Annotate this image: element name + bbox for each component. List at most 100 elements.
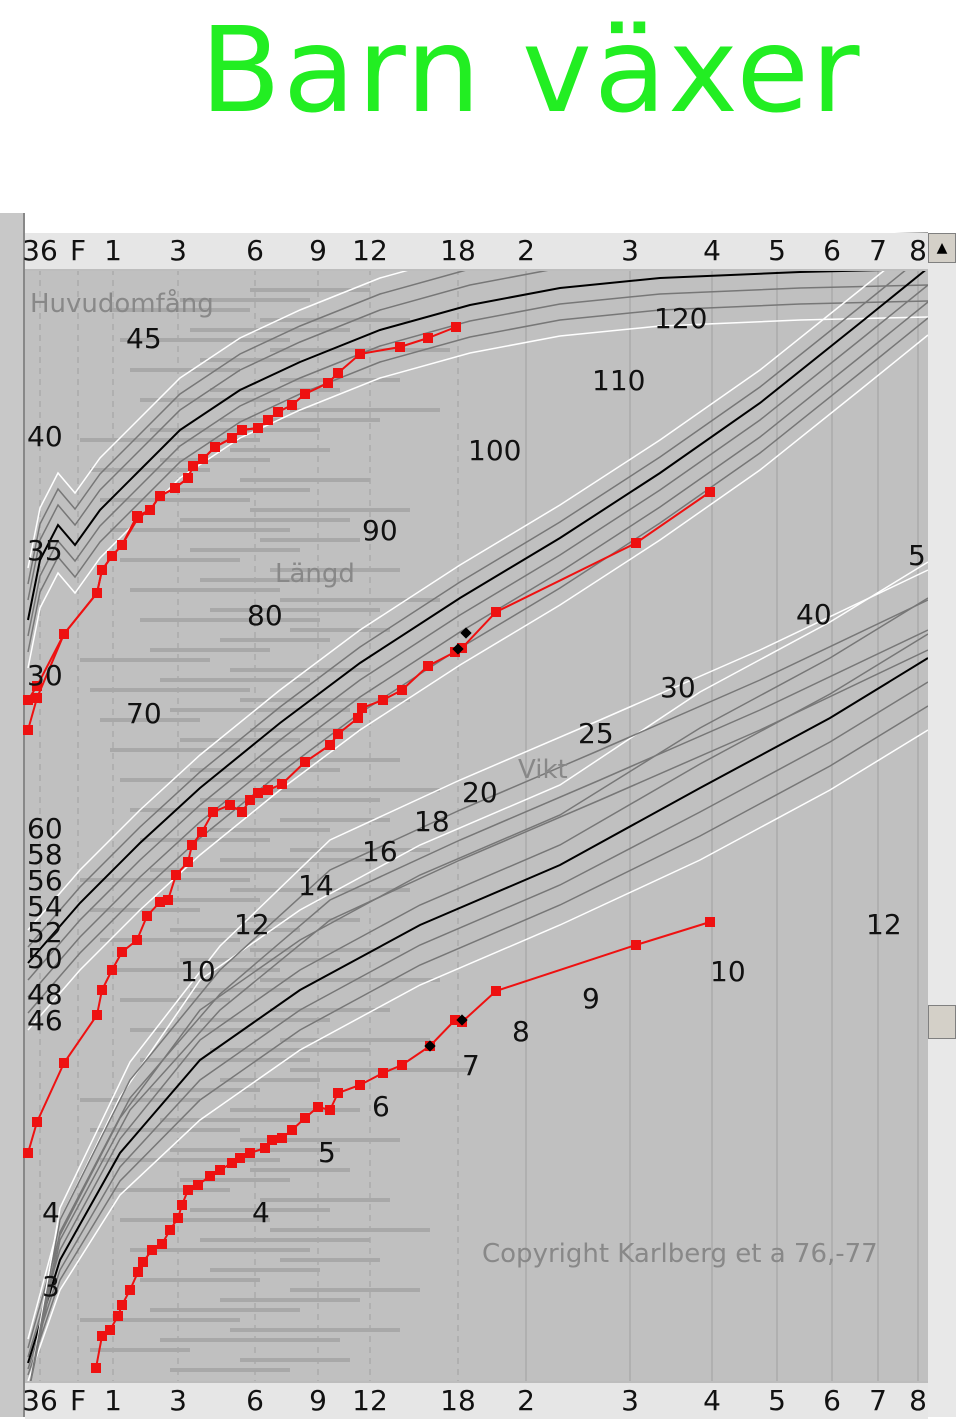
weight-scale-label: 3 xyxy=(42,1270,60,1303)
child-data-point xyxy=(287,1125,297,1135)
child-data-point xyxy=(263,785,273,795)
child-data-point xyxy=(183,857,193,867)
child-data-point xyxy=(287,400,297,410)
child-data-point xyxy=(325,740,335,750)
weight-scale-label: 8 xyxy=(512,1015,530,1048)
age-tick-label: 4 xyxy=(703,1384,721,1417)
age-tick-label: 2 xyxy=(517,1384,535,1417)
measurement-marker xyxy=(424,1040,436,1052)
child-data-point xyxy=(183,473,193,483)
weight-scale-label: 5 xyxy=(908,539,926,572)
child-data-point xyxy=(378,1068,388,1078)
weight-reference-curve xyxy=(27,633,929,1358)
child-data-point xyxy=(205,1171,215,1181)
length-reference-curve xyxy=(27,251,929,948)
age-tick-label: 3 xyxy=(621,1384,639,1417)
child-data-point xyxy=(97,1331,107,1341)
weight-reference-curve xyxy=(27,657,929,1364)
age-tick-label: 12 xyxy=(352,234,388,267)
weight-scale-label: 12 xyxy=(866,908,902,941)
copyright-note: Copyright Karlberg et a 76,-77 xyxy=(482,1239,878,1269)
child-data-point xyxy=(253,788,263,798)
head-scale-label: 40 xyxy=(27,420,63,453)
child-data-point xyxy=(333,729,343,739)
child-data-point xyxy=(92,588,102,598)
head-reference-curve xyxy=(27,300,929,653)
age-tick-label: 1 xyxy=(104,234,122,267)
age-tick-label: 18 xyxy=(440,1384,476,1417)
length-scale-label: 90 xyxy=(362,514,398,547)
age-tick-label: 9 xyxy=(309,1384,327,1417)
weight-scale-label: 10 xyxy=(180,955,216,988)
age-tick-label: 1 xyxy=(104,1384,122,1417)
child-data-point xyxy=(59,1058,69,1068)
head-circumference-label: Huvudomfång xyxy=(30,288,214,319)
child-data-point xyxy=(631,538,641,548)
weight-scale-label: 7 xyxy=(462,1049,480,1082)
child-data-point xyxy=(333,368,343,378)
weight-upper-curve xyxy=(27,629,929,1396)
weight-scale-label: 14 xyxy=(298,869,334,902)
child-data-point xyxy=(235,1153,245,1163)
child-data-point xyxy=(491,986,501,996)
child-data-point xyxy=(23,725,33,735)
age-tick-label: 6 xyxy=(823,1384,841,1417)
child-data-point xyxy=(177,1200,187,1210)
head-reference-curve xyxy=(27,216,929,569)
age-tick-label: 12 xyxy=(352,1384,388,1417)
child-data-point xyxy=(313,1102,323,1112)
age-tick-label: F xyxy=(69,234,87,267)
weight-scale-label: 12 xyxy=(234,908,270,941)
child-data-point xyxy=(117,947,127,957)
child-data-point xyxy=(107,965,117,975)
child-data-point xyxy=(183,1185,193,1195)
length-reference-curve xyxy=(27,334,929,1031)
child-data-point xyxy=(107,551,117,561)
child-data-point xyxy=(451,322,461,332)
child-data-point xyxy=(423,661,433,671)
child-data-point xyxy=(300,1113,310,1123)
child-data-point xyxy=(170,483,180,493)
child-data-point xyxy=(165,1225,175,1235)
child-data-point xyxy=(193,1180,203,1190)
scroll-up-icon[interactable]: ▲ xyxy=(928,233,956,263)
child-data-point xyxy=(395,342,405,352)
length-reference-curve xyxy=(27,234,929,931)
child-data-point xyxy=(91,1363,101,1373)
child-data-point xyxy=(273,407,283,417)
child-data-point xyxy=(450,1015,460,1025)
child-data-point xyxy=(227,433,237,443)
length-scale-label: 60 xyxy=(27,812,63,845)
child-data-point xyxy=(705,917,715,927)
child-data-point xyxy=(105,1325,115,1335)
length-scale-label: 70 xyxy=(126,697,162,730)
length-reference-curve xyxy=(27,301,929,998)
age-tick-label: 6 xyxy=(246,234,264,267)
head-scale-label: 30 xyxy=(27,659,63,692)
child-data-point xyxy=(97,985,107,995)
weight-reference-curve xyxy=(27,681,929,1370)
scrollbar-thumb[interactable] xyxy=(928,1005,956,1039)
child-data-point xyxy=(491,607,501,617)
child-data-point xyxy=(245,795,255,805)
weight-upper-curve xyxy=(27,569,929,1396)
head-scale-label: 45 xyxy=(126,322,162,355)
child-data-point xyxy=(267,1135,277,1145)
child-data-point xyxy=(237,807,247,817)
child-data-point xyxy=(155,897,165,907)
head-reference-curve xyxy=(27,268,929,621)
child-data-point xyxy=(145,505,155,515)
child-data-point xyxy=(300,389,310,399)
weight-scale-label: 5 xyxy=(318,1136,336,1169)
age-tick-label: 18 xyxy=(440,234,476,267)
window-left-frame xyxy=(0,213,25,1417)
weight-scale-label: 10 xyxy=(710,955,746,988)
child-data-point xyxy=(173,1213,183,1223)
child-data-point xyxy=(147,1245,157,1255)
length-scale-label: 54 xyxy=(27,890,63,923)
vertical-scrollbar[interactable] xyxy=(928,233,956,1417)
child-data-point xyxy=(263,415,273,425)
weight-upper-curve xyxy=(27,649,929,1396)
length-scale-label: 100 xyxy=(468,434,521,467)
weight-scale-label: 20 xyxy=(462,776,498,809)
